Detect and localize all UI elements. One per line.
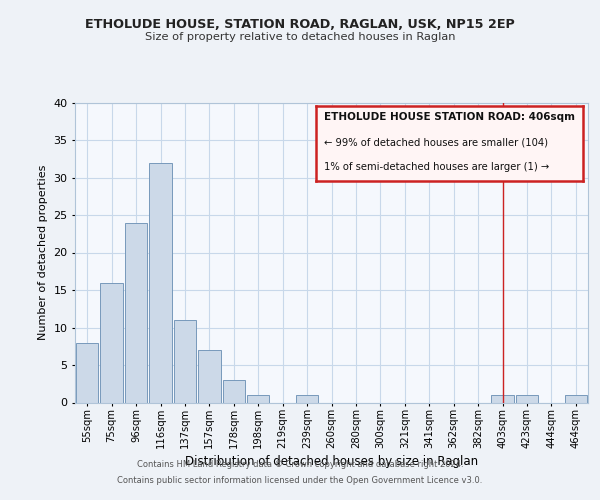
Bar	[149, 162, 172, 402]
Bar	[76, 342, 98, 402]
Text: Contains HM Land Registry data © Crown copyright and database right 2024.: Contains HM Land Registry data © Crown c…	[137, 460, 463, 469]
Bar	[565, 395, 587, 402]
Bar	[296, 395, 319, 402]
Bar	[100, 282, 123, 403]
Bar	[247, 395, 269, 402]
Bar	[491, 395, 514, 402]
Bar	[223, 380, 245, 402]
Y-axis label: Number of detached properties: Number of detached properties	[38, 165, 47, 340]
Bar	[125, 222, 148, 402]
X-axis label: Distribution of detached houses by size in Raglan: Distribution of detached houses by size …	[185, 456, 478, 468]
Bar	[198, 350, 221, 403]
Bar	[173, 320, 196, 402]
Bar	[515, 395, 538, 402]
Text: Size of property relative to detached houses in Raglan: Size of property relative to detached ho…	[145, 32, 455, 42]
Text: Contains public sector information licensed under the Open Government Licence v3: Contains public sector information licen…	[118, 476, 482, 485]
Text: ETHOLUDE HOUSE, STATION ROAD, RAGLAN, USK, NP15 2EP: ETHOLUDE HOUSE, STATION ROAD, RAGLAN, US…	[85, 18, 515, 30]
